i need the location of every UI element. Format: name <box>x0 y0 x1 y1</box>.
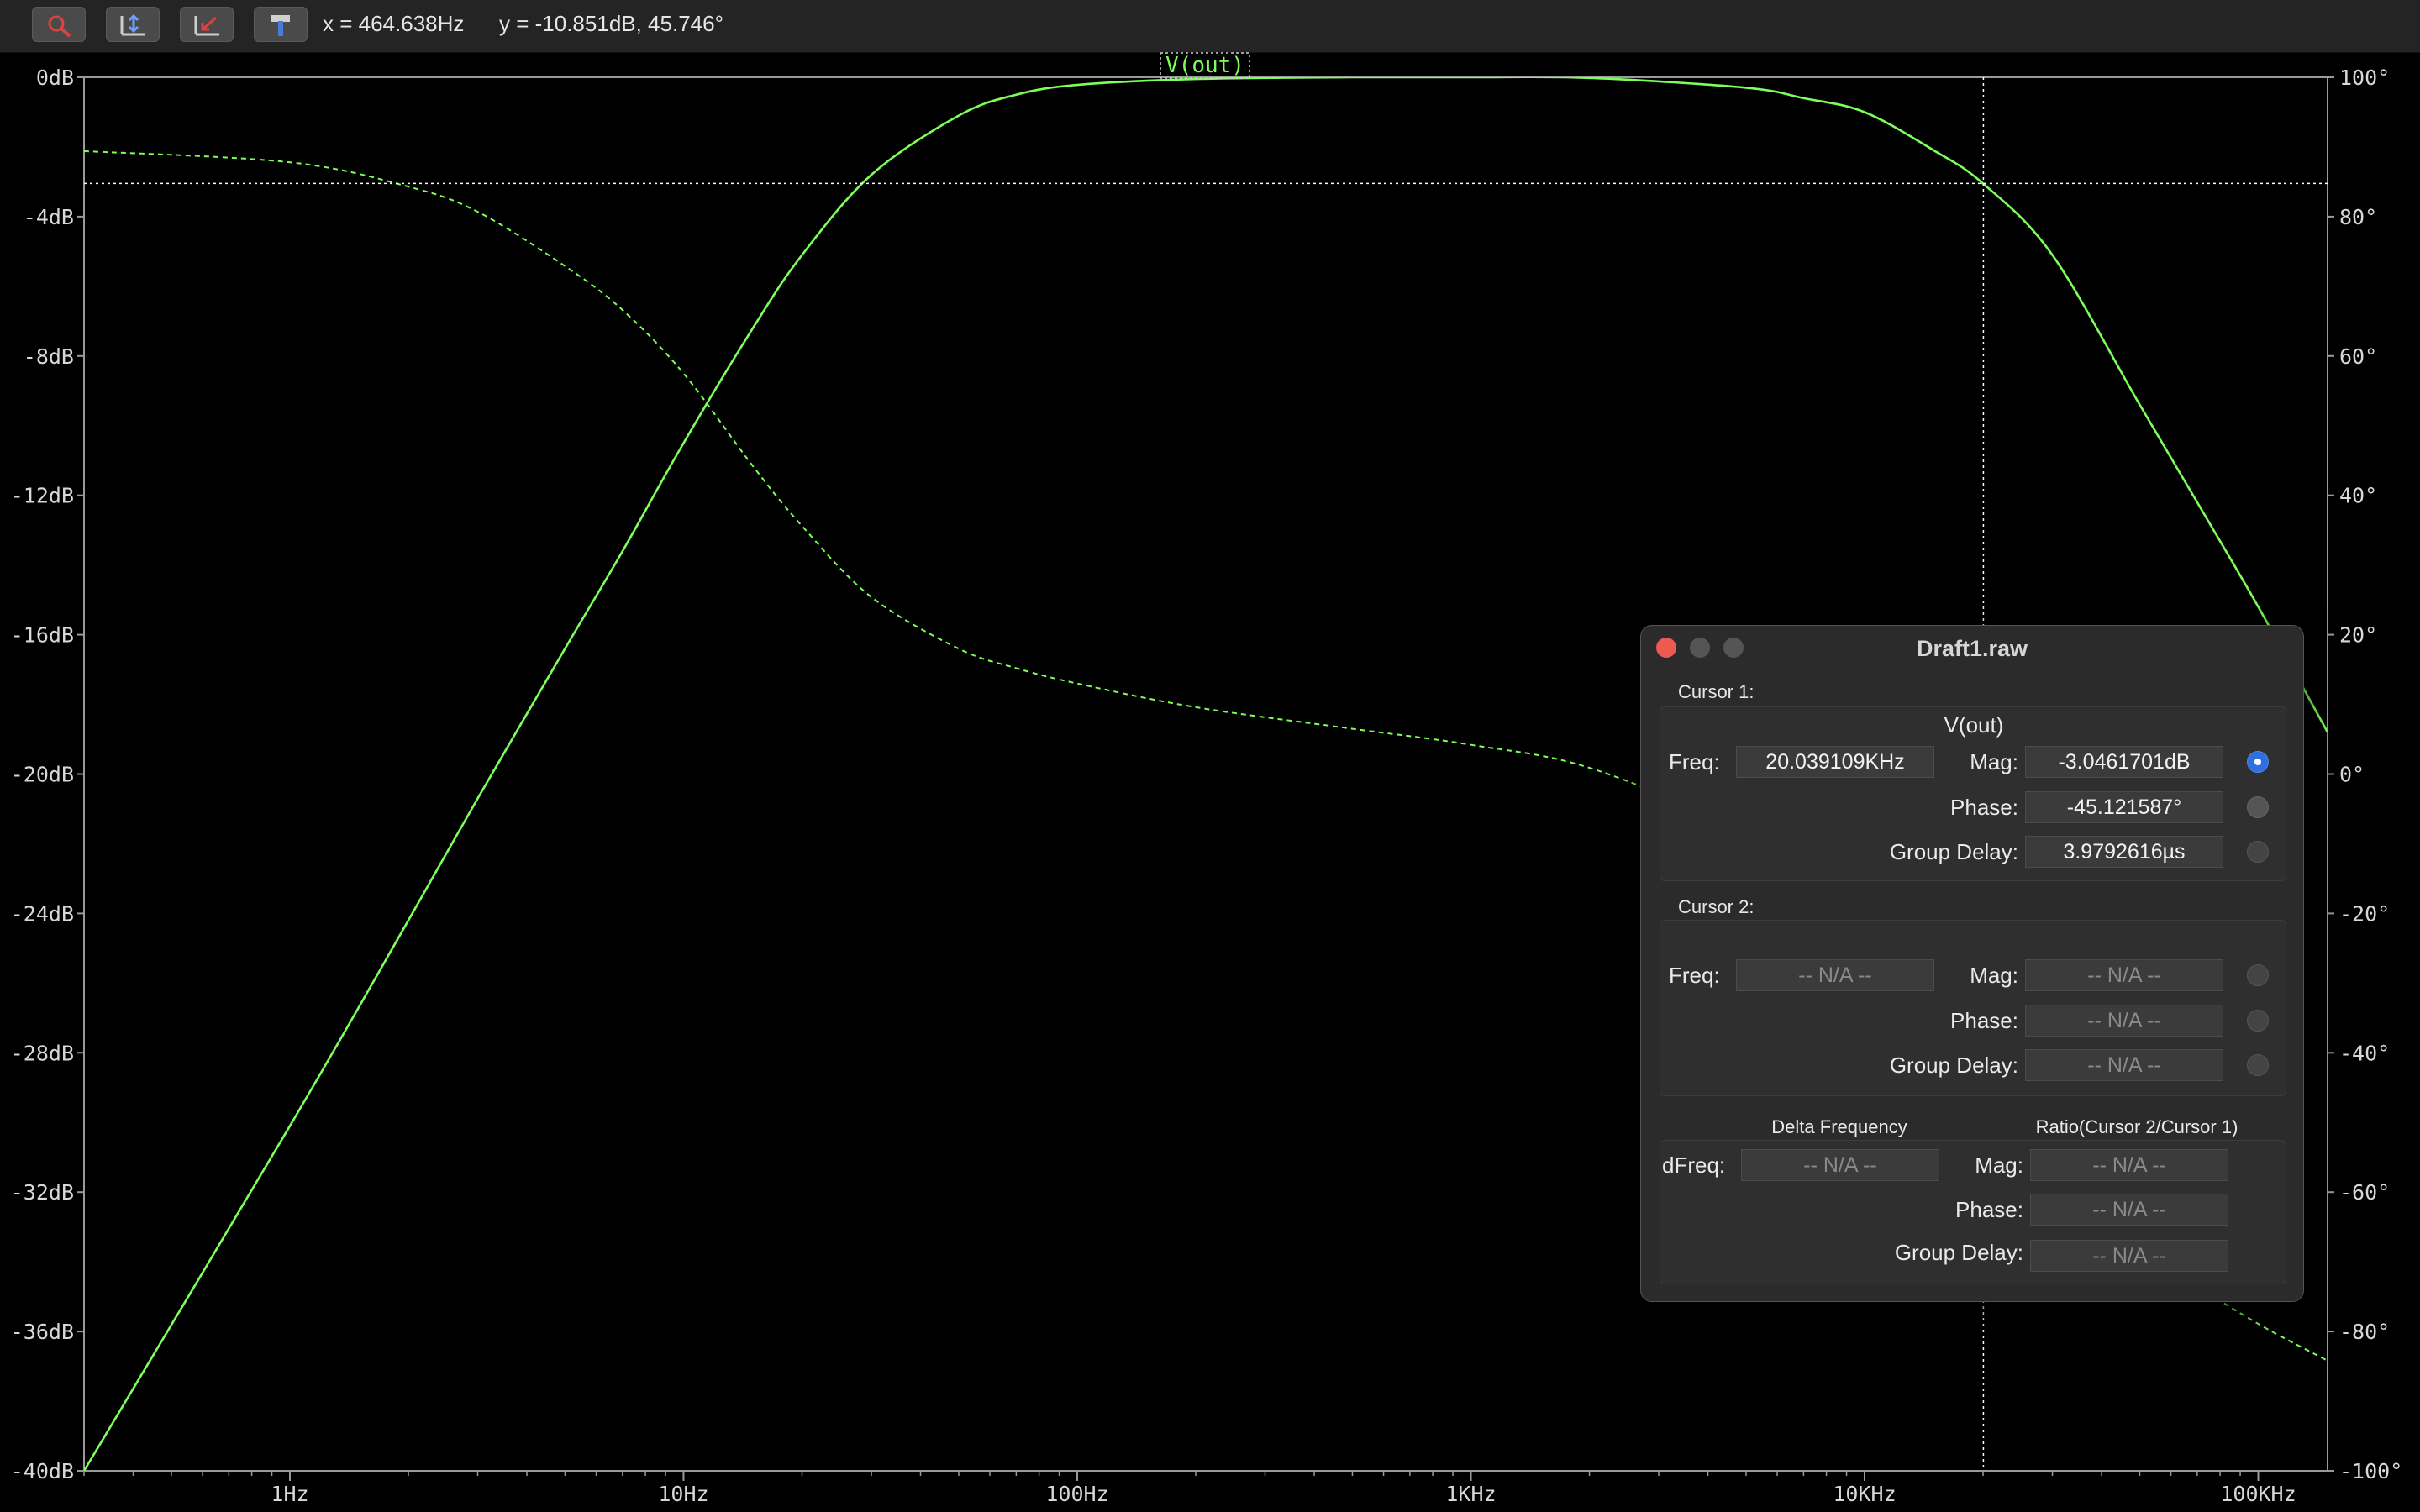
y-right-tick-label: -100° <box>2339 1459 2402 1483</box>
x-tick-label: 10Hz <box>658 1482 708 1506</box>
cursor1-phase-field[interactable]: -45.121587° <box>2025 791 2223 823</box>
cursor1-phase-radio[interactable] <box>2247 796 2269 818</box>
cursor2-phase-radio[interactable] <box>2247 1010 2269 1032</box>
dialog-titlebar[interactable]: Draft1.raw <box>1641 626 2303 673</box>
y-right-tick-label: -60° <box>2339 1180 2390 1205</box>
zoom-icon <box>48 15 71 38</box>
dfreq-label: dFreq: <box>1662 1152 1726 1178</box>
y-right-tick-label: 60° <box>2339 344 2377 369</box>
autorange-icon <box>120 13 145 36</box>
trace-name-label: V(out) <box>1165 53 1244 78</box>
y-right-tick-label: 0° <box>2339 763 2365 787</box>
zoom-back-icon <box>194 16 219 36</box>
zoom-button[interactable] <box>1723 638 1744 658</box>
y-right-tick-label: 40° <box>2339 484 2377 508</box>
cursor2-section-label: Cursor 2: <box>1678 896 1754 917</box>
y-left-tick-label: -8dB <box>24 344 74 369</box>
cursor2-phase-label: Phase: <box>1950 1008 2018 1033</box>
x-tick-label: 100KHz <box>2220 1482 2296 1506</box>
y-right-tick-label: -40° <box>2339 1041 2390 1065</box>
cursor2-group-delay-radio[interactable] <box>2247 1054 2269 1076</box>
magnitude-trace <box>84 77 2328 1471</box>
zoom-back-tool-button[interactable] <box>180 7 234 42</box>
x-tick-label: 10KHz <box>1833 1482 1896 1506</box>
ratio-mag-field[interactable]: -- N/A -- <box>2030 1149 2228 1181</box>
dialog-title: Draft1.raw <box>1916 636 2028 661</box>
hammer-tool-button[interactable] <box>254 7 308 42</box>
cursor2-mag-label: Mag: <box>1970 963 2018 988</box>
y-left-tick-label: -32dB <box>11 1180 74 1205</box>
hammer-icon <box>271 15 290 36</box>
cursor1-group-delay-radio[interactable] <box>2247 841 2269 863</box>
y-right-tick-label: -80° <box>2339 1320 2390 1344</box>
cursor1-section-label: Cursor 1: <box>1678 681 1754 702</box>
y-left-tick-label: -20dB <box>11 763 74 787</box>
cursor1-group: V(out) Freq: 20.039109KHz Mag: -3.046170… <box>1660 706 2286 881</box>
autorange-tool-button[interactable] <box>106 7 160 42</box>
y-left-tick-label: -40dB <box>11 1459 74 1483</box>
cursor1-freq-label: Freq: <box>1669 749 1720 774</box>
ratio-group-delay-field[interactable]: -- N/A -- <box>2030 1240 2228 1272</box>
cursor2-phase-field[interactable]: -- N/A -- <box>2025 1005 2223 1037</box>
y-left-tick-label: -24dB <box>11 901 74 926</box>
ratio-group-delay-label: Group Delay: <box>1894 1240 2023 1265</box>
close-button[interactable] <box>1656 638 1676 658</box>
y-right-tick-label: 20° <box>2339 623 2377 648</box>
cursor2-group-delay-label: Group Delay: <box>1889 1053 2018 1078</box>
cursor2-mag-radio[interactable] <box>2247 964 2269 986</box>
y-left-tick-label: 0dB <box>36 66 74 90</box>
cursor1-trace-name: V(out) <box>1944 712 2004 738</box>
delta-group: dFreq: -- N/A -- Mag: -- N/A -- Phase: -… <box>1660 1140 2286 1284</box>
dfreq-field[interactable]: -- N/A -- <box>1741 1149 1939 1181</box>
cursor-dialog: Draft1.raw Cursor 1: V(out) Freq: 20.039… <box>1640 625 2304 1302</box>
toolbar: x = 464.638Hz y = -10.851dB, 45.746° <box>0 0 2420 53</box>
ratio-mag-label: Mag: <box>1975 1152 2023 1178</box>
y-right-tick-label: -20° <box>2339 901 2390 926</box>
y-right-tick-label: 100° <box>2339 66 2390 90</box>
waveform-plot[interactable]: 0dB -4dB -8dB -12dB -16dB -20dB -24dB -28dB -32d… <box>0 52 2420 1512</box>
x-coordinate-readout: x = 464.638Hz <box>323 11 465 36</box>
ratio-heading: Ratio(Cursor 2/Cursor 1) <box>2035 1116 2238 1137</box>
delta-frequency-heading: Delta Frequency <box>1771 1116 1907 1137</box>
y-left-tick-label: -16dB <box>11 623 74 648</box>
cursor2-freq-label: Freq: <box>1669 963 1720 988</box>
cursor1-group-delay-field[interactable]: 3.9792616µs <box>2025 836 2223 868</box>
cursor2-group: Freq: -- N/A -- Mag: -- N/A -- Phase: --… <box>1660 920 2286 1096</box>
cursor1-freq-field[interactable]: 20.039109KHz <box>1736 746 1934 778</box>
y-coordinate-readout: y = -10.851dB, 45.746° <box>499 11 723 36</box>
cursor2-group-delay-field[interactable]: -- N/A -- <box>2025 1049 2223 1081</box>
cursor1-group-delay-label: Group Delay: <box>1889 839 2018 864</box>
x-tick-label: 1Hz <box>271 1482 308 1506</box>
plot-canvas: 0dB -4dB -8dB -12dB -16dB -20dB -24dB -28dB -32d… <box>11 52 2402 1506</box>
cursor1-phase-label: Phase: <box>1950 795 2018 820</box>
y-left-tick-label: -4dB <box>24 205 74 229</box>
ratio-phase-label: Phase: <box>1955 1197 2023 1222</box>
y-left-tick-label: -36dB <box>11 1320 74 1344</box>
cursor1-mag-radio[interactable] <box>2247 751 2269 773</box>
cursor2-mag-field[interactable]: -- N/A -- <box>2025 959 2223 991</box>
y-left-tick-label: -12dB <box>11 484 74 508</box>
cursor1-mag-field[interactable]: -3.0461701dB <box>2025 746 2223 778</box>
cursor2-freq-field[interactable]: -- N/A -- <box>1736 959 1934 991</box>
y-right-tick-label: 80° <box>2339 205 2377 229</box>
cursor1-mag-label: Mag: <box>1970 749 2018 774</box>
x-tick-label: 1KHz <box>1445 1482 1496 1506</box>
trace-label-box <box>1160 52 1250 79</box>
x-tick-label: 100Hz <box>1045 1482 1108 1506</box>
ratio-phase-field[interactable]: -- N/A -- <box>2030 1194 2228 1226</box>
y-left-tick-label: -28dB <box>11 1041 74 1065</box>
zoom-tool-button[interactable] <box>32 7 86 42</box>
minimize-button[interactable] <box>1690 638 1710 658</box>
